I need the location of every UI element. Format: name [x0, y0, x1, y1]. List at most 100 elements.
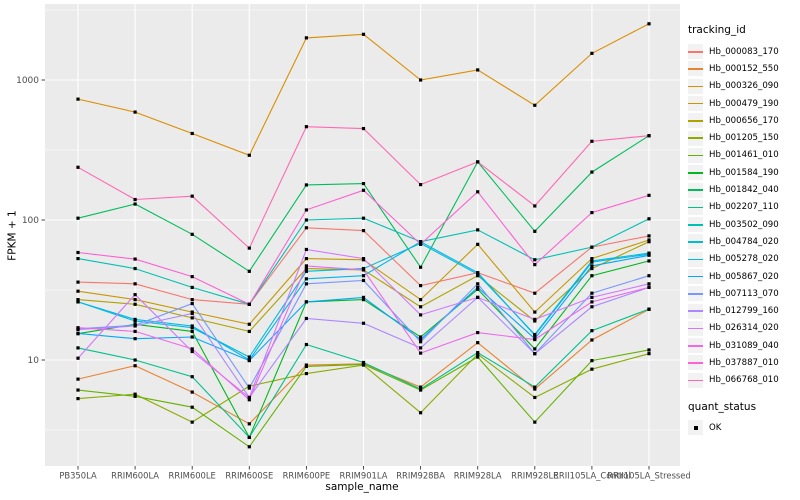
legend-entry-Hb_004784_020: Hb_004784_020 — [688, 233, 800, 250]
legend-entry-Hb_000152_550: Hb_000152_550 — [688, 60, 800, 77]
data-point — [76, 250, 80, 255]
data-point — [247, 435, 251, 439]
legend-key-box — [688, 269, 703, 284]
x-tick-label: RRIM600SE — [225, 471, 273, 481]
legend-entry-Hb_000326_090: Hb_000326_090 — [688, 78, 800, 95]
data-point — [419, 351, 423, 355]
legend-entry-Hb_007113_070: Hb_007113_070 — [688, 285, 800, 302]
data-point — [590, 291, 594, 295]
y-tick-label: 1000 — [16, 76, 39, 86]
data-point — [247, 422, 251, 426]
data-point — [419, 298, 423, 302]
y-axis-title: FPKM + 1 — [6, 210, 19, 261]
legend-key-line — [688, 293, 703, 295]
data-point — [304, 364, 308, 369]
data-point — [76, 377, 80, 381]
data-point — [133, 202, 137, 206]
data-point — [533, 263, 537, 267]
data-point — [133, 337, 137, 341]
legend-key-line — [688, 258, 703, 261]
data-point — [190, 316, 194, 320]
data-point — [304, 257, 308, 261]
data-point — [419, 183, 423, 187]
data-point — [247, 386, 251, 390]
data-point — [304, 282, 308, 286]
legend-entry-Hb_001461_010: Hb_001461_010 — [688, 147, 800, 164]
data-point — [476, 350, 480, 355]
data-point — [590, 300, 594, 304]
data-point — [247, 322, 251, 326]
legend-label: Hb_001842_040 — [709, 185, 779, 196]
data-point — [76, 300, 80, 304]
legend-label: Hb_001584_190 — [709, 167, 779, 178]
data-point — [76, 346, 80, 350]
data-point — [419, 337, 423, 342]
data-point — [419, 335, 423, 339]
legend-key-box — [688, 147, 703, 163]
legend-label: Hb_007113_070 — [709, 288, 779, 299]
legend-label: Hb_004784_020 — [709, 236, 779, 247]
data-point — [533, 258, 537, 262]
data-point — [361, 188, 366, 192]
legend-label: Hb_037887_010 — [709, 357, 779, 368]
data-point — [76, 289, 80, 293]
data-point — [476, 341, 480, 345]
data-point — [476, 295, 480, 299]
legend-key-box — [688, 78, 703, 94]
data-point — [647, 282, 651, 286]
data-point — [533, 337, 537, 342]
data-point — [533, 310, 537, 314]
quant-status-label: OK — [709, 422, 722, 433]
legend-key-line — [688, 50, 703, 53]
data-point — [361, 181, 366, 186]
legend-label: Hb_000152_550 — [709, 63, 779, 74]
legend-key-box — [688, 44, 703, 60]
legend-key-line — [688, 68, 703, 70]
data-point — [304, 269, 308, 273]
data-point — [533, 291, 537, 295]
data-point — [476, 330, 480, 335]
data-point — [304, 266, 308, 271]
legend-entry-Hb_005278_020: Hb_005278_020 — [688, 251, 800, 268]
data-point — [133, 266, 137, 271]
legend-label: Hb_001205_150 — [709, 133, 779, 144]
data-point — [247, 269, 251, 273]
data-point — [190, 347, 194, 351]
data-point — [533, 317, 537, 321]
data-point — [361, 32, 366, 36]
data-point — [133, 293, 137, 297]
legend-key-box — [688, 182, 703, 198]
data-point — [304, 247, 308, 252]
legend-entry-Hb_001205_150: Hb_001205_150 — [688, 129, 800, 146]
data-point — [590, 274, 594, 278]
data-point — [304, 342, 308, 347]
data-point — [76, 327, 80, 332]
data-point — [304, 208, 308, 212]
data-point — [361, 278, 366, 283]
data-point — [304, 300, 308, 304]
legend-entry-Hb_000656_170: Hb_000656_170 — [688, 112, 800, 129]
data-point — [419, 242, 423, 246]
legend-entries: Hb_000083_170 Hb_000152_550 Hb_000326_090 H… — [688, 43, 800, 389]
legend-label: Hb_005867_020 — [709, 271, 779, 282]
legend-label: Hb_031089_040 — [709, 340, 779, 351]
data-point — [419, 265, 423, 269]
legend-label: Hb_000083_170 — [709, 46, 779, 57]
data-point — [419, 240, 423, 244]
ok-square-marker — [693, 425, 698, 430]
legend-key-box — [688, 217, 703, 233]
data-point — [190, 131, 194, 136]
data-point — [133, 257, 137, 261]
data-point — [361, 257, 366, 261]
data-point — [247, 445, 251, 449]
data-point — [533, 229, 537, 233]
legend-key-line — [688, 137, 703, 140]
data-point — [304, 226, 308, 230]
legend-key-line — [688, 327, 703, 330]
data-point — [533, 385, 537, 389]
y-tick-label: 10 — [28, 356, 40, 366]
data-point — [190, 349, 194, 354]
legend-title-tracking-id: tracking_id — [688, 24, 746, 36]
legend-entry-Hb_031089_040: Hb_031089_040 — [688, 337, 800, 354]
